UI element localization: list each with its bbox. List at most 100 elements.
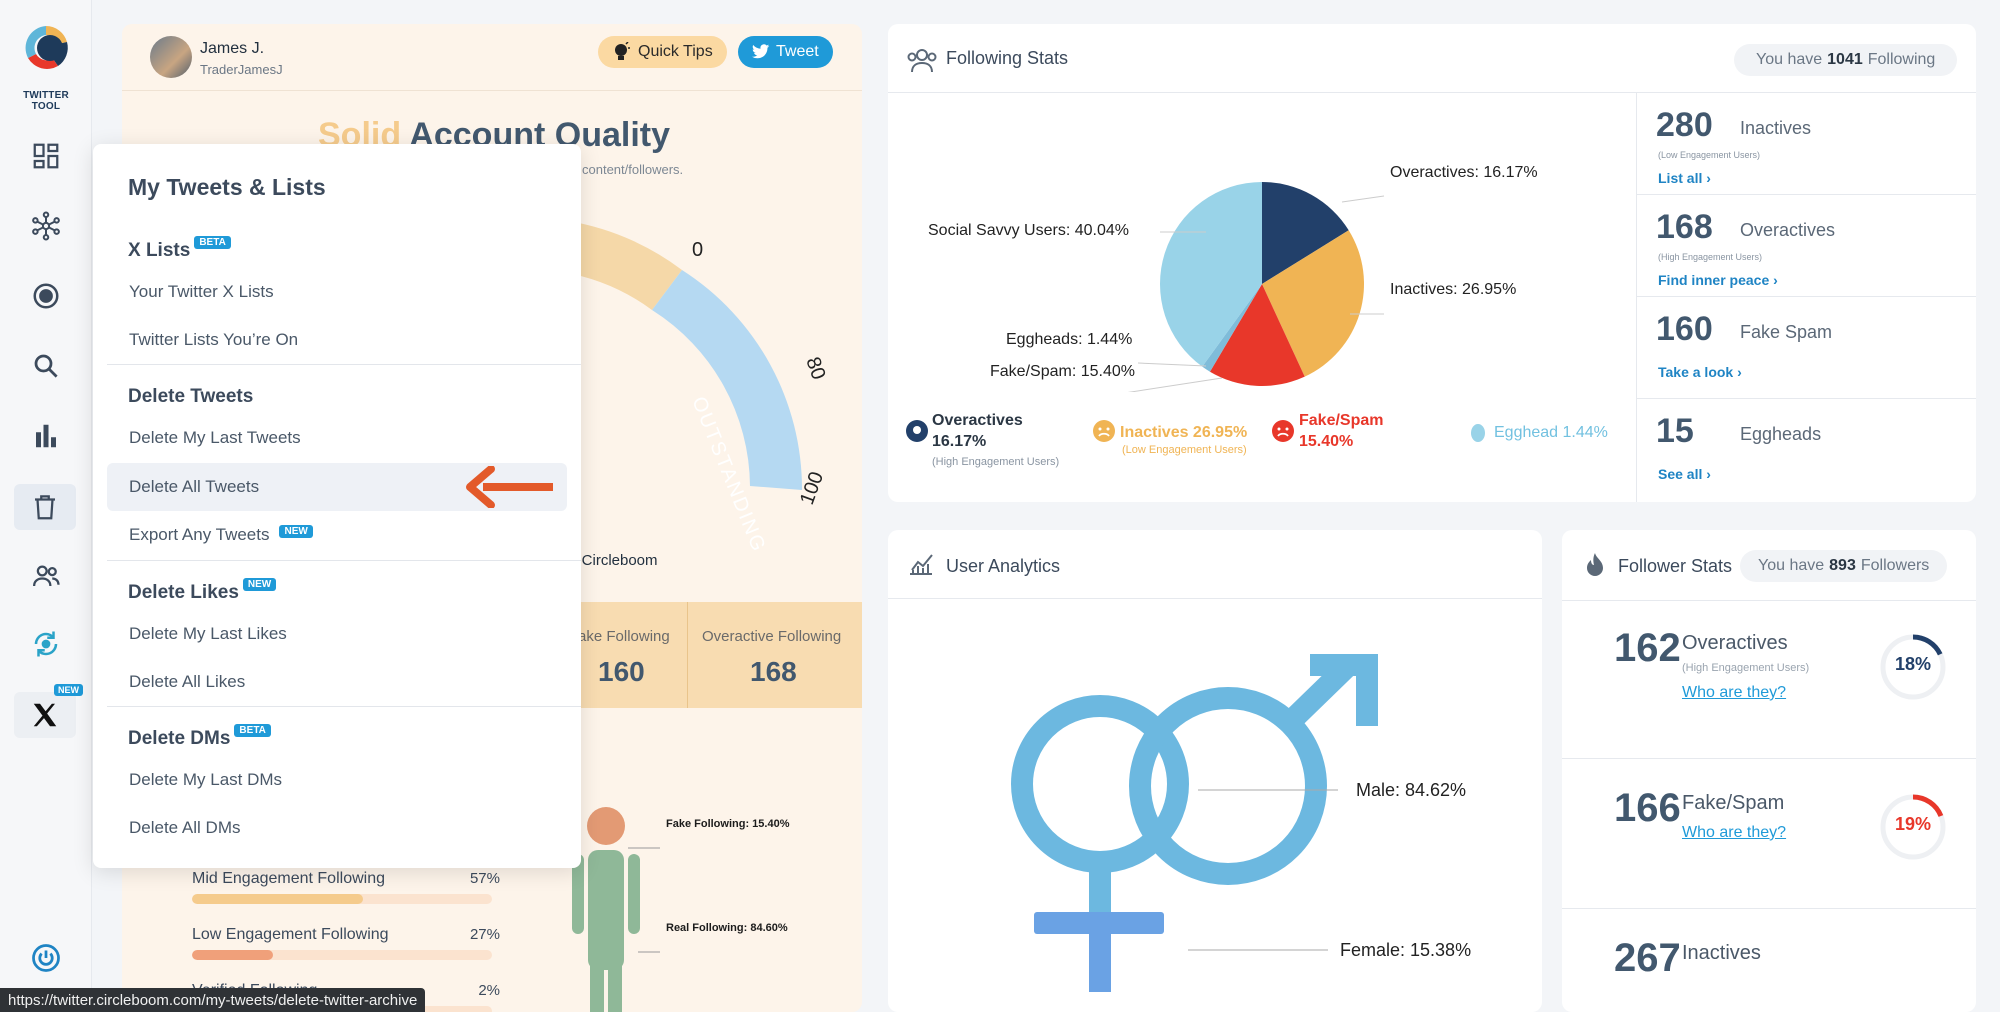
side-category: Eggheads	[1740, 424, 1822, 444]
brain-icon	[906, 420, 928, 442]
menu-item-delete-last-tweets[interactable]: Delete My Last Tweets	[129, 428, 301, 447]
gauge-tick-top: 0	[692, 239, 703, 261]
avatar[interactable]	[150, 36, 192, 78]
side-subtitle: (Low Engagement Users)	[1658, 150, 1761, 160]
logo-text: TWITTER TOOL	[23, 90, 69, 112]
who-are-they-link[interactable]: Who are they?	[1682, 684, 1787, 701]
pie-slice-inactives[interactable]	[1262, 230, 1364, 377]
percent-ring-label: 18%	[1894, 654, 1932, 674]
search-icon[interactable]	[24, 344, 68, 388]
follower-count: 162	[1614, 626, 1681, 670]
side-count: 15	[1656, 412, 1694, 450]
section-delete-tweets: Delete Tweets	[128, 386, 254, 407]
circleboom-logo-icon[interactable]	[20, 22, 72, 74]
dashboard-icon[interactable]	[24, 134, 68, 178]
following-count-pill: You have 1041 Following	[1734, 44, 1958, 76]
person-body-real	[588, 850, 624, 970]
legend-fake-label: Fake/Spam	[1299, 412, 1384, 429]
real-following-pct: Real Following: 84.60%	[666, 922, 788, 934]
menu-item-delete-all-likes[interactable]: Delete All Likes	[129, 672, 246, 691]
legend-overactives-pct: 16.17%	[932, 433, 987, 450]
overactive-following-label: Overactive Following	[702, 628, 842, 645]
bar-chart-icon[interactable]	[24, 414, 68, 458]
legend-overactives-label: Overactives	[932, 412, 1023, 429]
person-head-fake	[587, 807, 625, 845]
legend-fake-pct: 15.40%	[1299, 433, 1354, 450]
new-badge: NEW	[54, 684, 83, 696]
menu-item-your-lists[interactable]: Your Twitter X Lists	[129, 282, 274, 301]
menu-item-lists-on[interactable]: Twitter Lists You’re On	[129, 330, 299, 349]
pie-leader-line	[1137, 362, 1207, 367]
divider	[1636, 398, 1976, 399]
target-icon[interactable]	[24, 274, 68, 318]
divider	[1636, 92, 1637, 502]
menu-item-delete-all-dms[interactable]: Delete All DMs	[129, 818, 241, 837]
legend-egghead: Egghead 1.44%	[1494, 424, 1608, 441]
follower-category: Overactives	[1682, 632, 1788, 654]
follower-count: 166	[1614, 786, 1681, 830]
engagement-pct: 57%	[469, 870, 500, 887]
quick-tips-label: Quick Tips	[638, 43, 713, 60]
pie-label-overactives: Overactives: 16.17%	[1390, 164, 1538, 181]
divider	[888, 92, 1976, 93]
pie-label-eggheads: Eggheads: 1.44%	[1006, 331, 1133, 348]
legend-inactives: Inactives 26.95%	[1120, 424, 1248, 441]
percent-ring-arc	[1880, 794, 1946, 860]
following-pie-chart	[1127, 182, 1385, 392]
divider	[1562, 908, 1976, 909]
side-link[interactable]: See all ›	[1658, 466, 1711, 482]
percent-ring	[1880, 794, 1946, 860]
menu-item-delete-last-likes[interactable]: Delete My Last Likes	[129, 624, 287, 643]
tweet-button[interactable]: Tweet	[738, 36, 833, 68]
power-icon[interactable]	[24, 936, 68, 980]
engagement-bar	[192, 894, 492, 904]
side-category: Inactives	[1740, 118, 1812, 138]
quick-tips-button[interactable]: Quick Tips	[598, 36, 727, 68]
analytics-icon	[910, 554, 933, 575]
divider	[1636, 194, 1976, 195]
refresh-icon[interactable]	[24, 622, 68, 666]
users-icon[interactable]	[24, 554, 68, 598]
male-pct: Male: 84.62%	[1356, 780, 1467, 800]
arrow-left-icon	[466, 466, 553, 508]
menu-item-delete-last-dms[interactable]: Delete My Last DMs	[129, 770, 283, 789]
section-delete-dms-label: Delete DMs	[128, 728, 231, 749]
sad-face-icon	[1093, 420, 1115, 442]
menu-item-export-tweets[interactable]: Export Any Tweets NEW	[107, 511, 567, 559]
follower-count: 267	[1614, 936, 1681, 980]
divider	[122, 90, 862, 91]
pie-slice-fake-spam[interactable]	[1209, 284, 1305, 386]
beta-badge: BETA	[194, 236, 231, 249]
fake-following-value: 160	[598, 656, 645, 687]
trash-icon[interactable]	[14, 484, 76, 530]
sidebar: TWITTER TOOL NEW	[0, 0, 92, 1012]
side-link[interactable]: Take a look ›	[1658, 364, 1742, 380]
percent-ring	[1880, 634, 1946, 700]
pie-slice-eggheads[interactable]	[1202, 284, 1262, 372]
menu-title: My Tweets & Lists	[128, 174, 326, 200]
divider	[1562, 600, 1976, 601]
side-link[interactable]: Find inner peace ›	[1658, 272, 1778, 288]
pie-slice-social-savvy-users[interactable]	[1160, 182, 1262, 367]
legend-overactives: Overactives 16.17%	[932, 410, 1023, 452]
pie-slice-overactives[interactable]	[1262, 182, 1349, 284]
who-are-they-link[interactable]: Who are they?	[1682, 824, 1787, 841]
overactive-following-value: 168	[750, 656, 797, 687]
divider	[888, 598, 1542, 599]
x-logo-icon[interactable]	[14, 692, 76, 738]
new-badge: NEW	[242, 578, 277, 591]
user-name: James J.	[200, 40, 265, 57]
side-count: 280	[1656, 106, 1713, 144]
pie-label-inactives: Inactives: 26.95%	[1390, 281, 1517, 298]
powered-by: y Circleboom	[570, 552, 658, 569]
pie-label-social: Social Savvy Users: 40.04%	[928, 222, 1129, 239]
engagement-pct: 2%	[478, 982, 500, 999]
network-icon[interactable]	[24, 204, 68, 248]
side-count: 160	[1656, 310, 1713, 348]
side-link[interactable]: List all ›	[1658, 170, 1711, 186]
divider	[1636, 296, 1976, 297]
pie-leader-line	[1127, 377, 1223, 392]
engagement-bar-fill	[192, 950, 273, 960]
fake-following-label: ake Following	[578, 628, 670, 645]
quality-gauge: OUTSTANDING 80 100 0	[562, 220, 830, 556]
